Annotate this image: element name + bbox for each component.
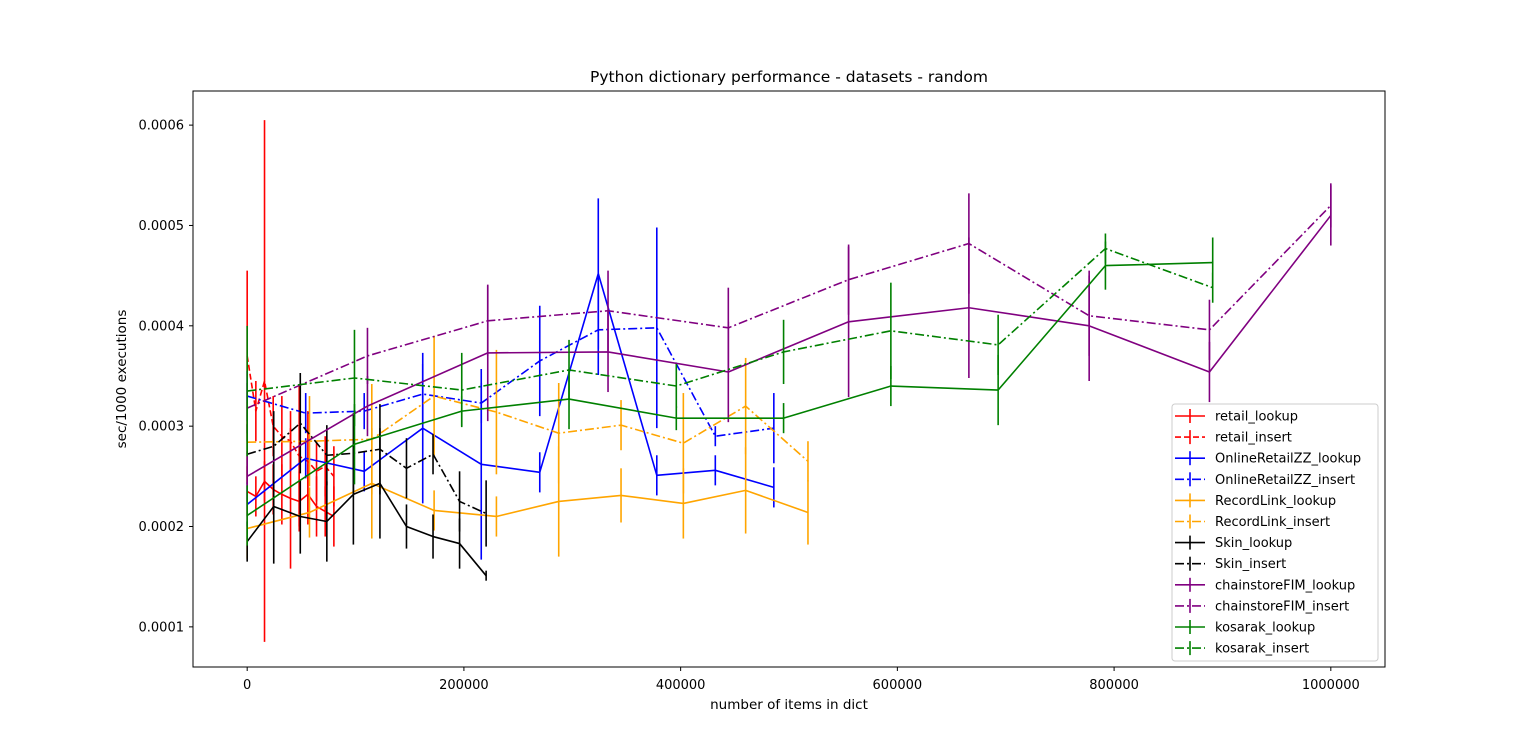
legend-entry: Skin_insert [1175,556,1286,572]
legend-entry: retail_insert [1175,430,1292,446]
y-tick-label: 0.0001 [139,620,185,635]
legend-label: RecordLink_insert [1215,515,1330,530]
series-line [246,272,775,506]
series-line [246,422,487,515]
legend-entries: retail_lookup retail_insert OnlineRetailZZ… [1175,409,1361,657]
series-OnlineRetailZZ_insert [246,227,775,464]
series-line [246,482,809,530]
y-tick-label: 0.0004 [139,319,185,334]
series-line [247,395,809,462]
x-tick-label: 200000 [439,678,489,693]
legend-label: Skin_insert [1215,557,1286,572]
series-Skin_insert [246,372,487,547]
series-line [246,204,1332,409]
legend-entry: Skin_lookup [1175,535,1292,551]
legend-label: kosarak_insert [1215,642,1309,657]
legend-entry: OnlineRetailZZ_lookup [1175,451,1361,467]
legend-entry: kosarak_insert [1175,641,1309,657]
legend: retail_lookup retail_insert OnlineRetailZZ… [1171,403,1379,662]
legend-label: retail_insert [1215,431,1292,446]
legend-entry: chainstoreFIM_lookup [1175,577,1355,593]
y-axis-label: sec/1000 executions [114,310,130,449]
series-line [246,261,1213,517]
x-axis-label: number of items in dict [710,697,868,713]
tick-layer: 0 200000 400000 600000 800000 1000000 0.0001 0.… [139,119,1360,693]
legend-entry: OnlineRetailZZ_insert [1175,472,1355,488]
x-tick-label: 1000000 [1302,678,1360,693]
legend-label: retail_lookup [1215,410,1298,425]
legend-entry: RecordLink_insert [1175,514,1330,530]
legend-label: chainstoreFIM_lookup [1215,578,1355,593]
legend-entry: RecordLink_lookup [1175,493,1336,509]
y-tick-label: 0.0002 [139,520,185,535]
series-line [246,482,487,577]
series-layer [246,120,1332,642]
x-tick-label: 600000 [873,678,923,693]
y-tick-label: 0.0003 [139,420,185,435]
series-line [247,247,1213,392]
series-kosarak_insert [246,233,1214,457]
legend-label: kosarak_lookup [1215,621,1315,636]
legend-label: RecordLink_lookup [1215,494,1336,509]
legend-label: OnlineRetailZZ_lookup [1215,452,1361,467]
plot-frame [192,90,1386,668]
x-tick-label: 800000 [1089,678,1139,693]
legend-frame [1171,403,1379,662]
legend-entry: chainstoreFIM_insert [1175,598,1349,614]
x-tick-label: 0 [243,678,251,693]
legend-label: chainstoreFIM_insert [1215,599,1349,614]
y-tick-label: 0.0006 [139,119,185,134]
legend-entry: kosarak_lookup [1175,620,1315,636]
x-tick-label: 400000 [656,678,706,693]
series-line [246,214,1332,478]
legend-label: OnlineRetailZZ_insert [1215,473,1355,488]
legend-label: Skin_lookup [1215,536,1292,551]
legend-entry: retail_lookup [1175,409,1298,425]
chart-title: Python dictionary performance - datasets… [590,68,988,86]
series-line [246,327,774,438]
y-tick-label: 0.0005 [139,219,185,234]
